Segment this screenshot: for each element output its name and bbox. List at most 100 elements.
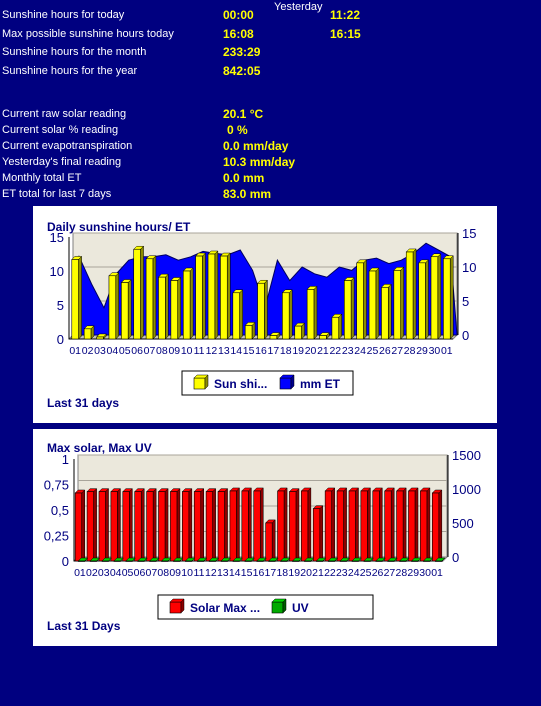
bar-front — [220, 560, 228, 562]
bar-side — [271, 519, 276, 562]
bar — [229, 487, 241, 562]
bar-side — [176, 488, 181, 562]
x-tick-label: 17 — [268, 345, 280, 357]
bar-front — [420, 490, 428, 562]
bar — [312, 505, 324, 562]
y-tick-right: 500 — [452, 516, 474, 531]
bar-side — [202, 252, 206, 340]
bar — [375, 557, 386, 562]
bar-side — [425, 259, 429, 340]
bar — [318, 331, 330, 340]
legend-label: mm ET — [300, 377, 341, 391]
bar-side — [236, 487, 240, 562]
bar-side — [189, 267, 194, 340]
bar-front — [315, 560, 324, 562]
bar — [422, 557, 434, 562]
legend-box — [157, 594, 374, 620]
x-tick-label: 25 — [360, 567, 372, 579]
bar — [356, 259, 368, 340]
x-tick-label: 25 — [367, 345, 379, 357]
bar-front — [431, 492, 440, 562]
x-tick-label: 23 — [342, 345, 354, 357]
legend-swatch — [193, 377, 206, 390]
solar-value-evapotranspiration: 0.0 mm/day — [223, 139, 289, 153]
x-tick-label: 05 — [119, 345, 131, 357]
bar-front — [145, 258, 154, 340]
x-tick-label: 27 — [384, 567, 396, 579]
bar — [86, 488, 98, 562]
bar — [405, 248, 417, 340]
bar-side — [288, 289, 293, 340]
x-tick-label: 21 — [317, 345, 329, 357]
bar-side — [264, 279, 268, 340]
summary-value-month: 233:29 — [223, 45, 261, 59]
bar-side — [152, 255, 157, 340]
bar-side — [226, 252, 231, 340]
bar — [74, 489, 86, 562]
bar — [256, 279, 269, 340]
legend-swatch-side — [282, 598, 287, 614]
bar — [339, 557, 351, 562]
bar-side — [214, 250, 219, 340]
bar-side — [81, 489, 85, 562]
bar — [407, 487, 419, 562]
bar — [395, 487, 407, 562]
x-tick-label: 10 — [181, 567, 193, 579]
legend-label: Solar Max ... — [190, 601, 260, 615]
bar — [160, 557, 172, 562]
bar-front — [280, 560, 288, 562]
bar-front — [207, 253, 216, 340]
bar-side — [438, 489, 443, 562]
bar-front — [182, 270, 191, 340]
bar-side — [248, 487, 252, 562]
bar-front — [98, 491, 106, 562]
bar — [398, 557, 410, 562]
x-tick-label: 16 — [255, 345, 267, 357]
bar-front — [196, 560, 205, 562]
x-tick-label: 14 — [230, 345, 242, 357]
sunshine-chart-title: Daily sunshine hours/ ET — [47, 220, 191, 234]
bar-front — [205, 491, 213, 562]
x-tick-label: 19 — [292, 345, 304, 357]
bar-side — [375, 267, 380, 340]
bar-front — [375, 560, 383, 562]
bar-front — [393, 270, 401, 340]
bar-side — [188, 488, 193, 562]
summary-label-today-sunshine: Sunshine hours for today — [2, 9, 125, 21]
y-tick-left: 15 — [50, 230, 64, 245]
bar — [431, 489, 443, 562]
bar-front — [304, 560, 312, 562]
bar — [269, 331, 281, 340]
bar-front — [182, 491, 190, 562]
x-tick-label: 01 — [74, 567, 86, 579]
x-tick-label: 01 — [69, 345, 81, 357]
bar-front — [306, 289, 315, 340]
bar-front — [149, 560, 157, 562]
x-tick-label: 14 — [229, 567, 241, 579]
x-tick-label: 02 — [86, 567, 98, 579]
bar — [196, 557, 208, 562]
bar — [279, 557, 291, 562]
bar-front — [244, 560, 252, 562]
bar — [219, 252, 231, 340]
solar-label-percent: Current solar % reading — [2, 124, 119, 136]
summary-label-max-possible: Max possible sunshine hours today — [2, 28, 174, 40]
bar-front — [277, 490, 285, 562]
bar-side — [388, 283, 392, 340]
bar-front — [372, 490, 380, 562]
bar — [133, 245, 145, 340]
solar-label-evapotranspiration: Current evapotranspiration — [2, 140, 133, 152]
summary-value-max-possible-today: 16:08 — [223, 27, 254, 41]
bar — [419, 487, 431, 562]
legend: Solar Max ... UV — [157, 594, 374, 620]
bar-front — [133, 248, 141, 340]
bar-side — [367, 487, 371, 562]
y-tick-right: 1000 — [452, 482, 481, 497]
bar-side — [363, 259, 367, 340]
bar — [122, 488, 133, 562]
x-tick-label: 22 — [324, 567, 336, 579]
bar-front — [356, 262, 364, 340]
bar-front — [443, 258, 451, 340]
bar — [387, 557, 398, 562]
